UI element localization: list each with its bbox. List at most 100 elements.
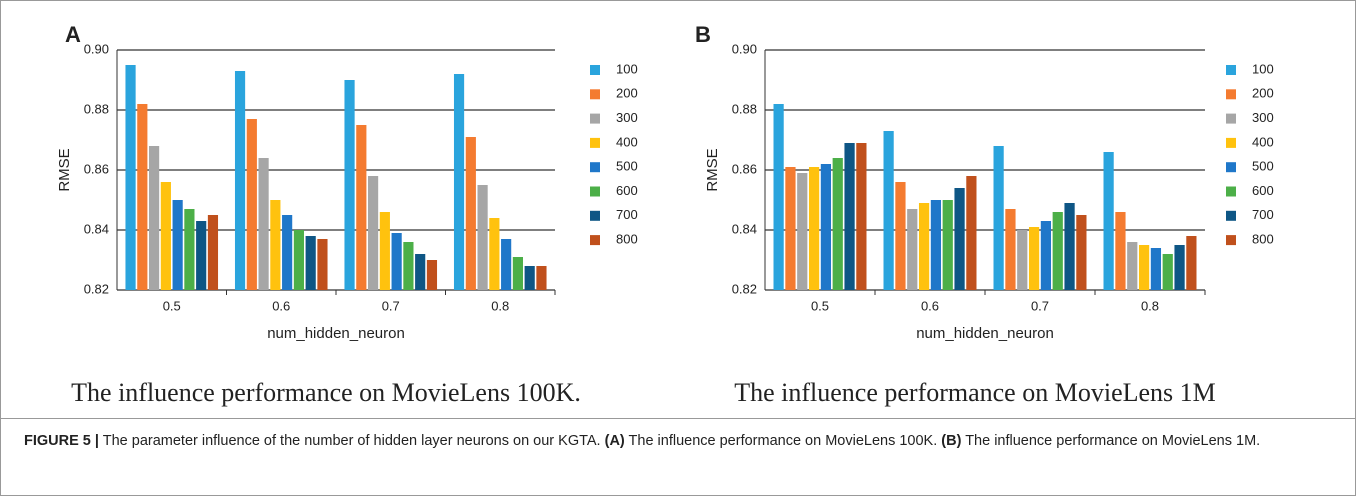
bar	[465, 137, 476, 290]
x-tick-label: 0.7	[382, 298, 400, 313]
bar	[820, 164, 832, 290]
legend-label: 600	[616, 183, 638, 198]
bar	[234, 71, 246, 290]
bar	[1076, 215, 1087, 290]
bar	[907, 209, 918, 290]
legend-swatch	[1226, 65, 1236, 75]
figure-caption: FIGURE 5 | The parameter influence of th…	[24, 430, 1324, 453]
bar	[930, 200, 942, 290]
legend-swatch	[590, 186, 600, 197]
x-tick-label: 0.6	[921, 298, 939, 313]
legend-swatch	[590, 210, 600, 221]
bar	[426, 260, 438, 290]
bar	[489, 218, 500, 290]
bar	[1028, 227, 1040, 290]
x-tick-label: 0.7	[1031, 298, 1049, 313]
bar	[1017, 230, 1028, 290]
bar	[403, 242, 414, 290]
bar	[895, 182, 906, 290]
legend-label: 600	[1252, 183, 1274, 198]
legend-label: 400	[1252, 134, 1274, 149]
bar	[125, 65, 136, 290]
bar	[536, 266, 547, 290]
bar	[501, 239, 512, 290]
bar	[391, 233, 402, 290]
legend-label: 200	[616, 86, 638, 101]
bar	[379, 212, 390, 290]
x-tick-label: 0.5	[163, 298, 181, 313]
bar	[808, 167, 820, 290]
y-tick-label: 0.86	[84, 161, 109, 176]
bar	[477, 185, 488, 290]
bar	[207, 215, 219, 290]
legend-label: 800	[1252, 232, 1274, 247]
legend-swatch	[1226, 210, 1236, 221]
legend-label: 700	[1252, 207, 1274, 222]
bar	[1040, 221, 1052, 290]
bar	[305, 236, 316, 290]
bar	[1186, 236, 1197, 290]
y-tick-label: 0.82	[732, 281, 757, 296]
legend-label: 800	[616, 232, 638, 247]
bar	[344, 80, 355, 290]
legend-swatch	[590, 235, 600, 246]
panel-caption: The influence performance on MovieLens 1…	[734, 378, 1216, 407]
bar	[1138, 245, 1150, 290]
legend-swatch	[590, 89, 600, 100]
legend-swatch	[1226, 89, 1236, 100]
bar	[184, 209, 195, 290]
legend-label: 500	[616, 159, 638, 174]
bar	[196, 221, 207, 290]
bar	[883, 131, 894, 290]
bar	[966, 176, 977, 290]
bar	[258, 158, 269, 290]
bar	[918, 203, 930, 290]
legend-label: 700	[616, 207, 638, 222]
legend-swatch	[590, 65, 600, 75]
x-axis-label: num_hidden_neuron	[267, 325, 405, 342]
bar	[856, 143, 867, 290]
bar	[1174, 245, 1185, 290]
legend-label: 500	[1252, 159, 1274, 174]
bar	[954, 188, 965, 290]
y-tick-label: 0.84	[732, 221, 757, 236]
y-tick-label: 0.84	[84, 221, 109, 236]
caption-segment: (A)	[604, 433, 625, 449]
bar	[797, 173, 808, 290]
panel-caption: The influence performance on MovieLens 1…	[71, 378, 581, 407]
bar	[293, 230, 304, 290]
bar	[1005, 209, 1016, 290]
y-tick-label: 0.88	[732, 101, 757, 116]
y-axis-label: RMSE	[56, 148, 73, 191]
bar	[172, 200, 183, 290]
bar	[512, 257, 523, 290]
bar	[160, 182, 171, 290]
bar	[368, 176, 379, 290]
bar	[137, 104, 148, 290]
y-tick-label: 0.86	[732, 161, 757, 176]
bar	[832, 158, 843, 290]
bar	[1064, 203, 1075, 290]
bar	[785, 167, 796, 290]
legend-swatch	[1226, 186, 1236, 197]
bar	[1052, 212, 1063, 290]
x-axis-label: num_hidden_neuron	[916, 325, 1054, 342]
bar	[282, 215, 293, 290]
bar	[1115, 212, 1126, 290]
legend-swatch	[1226, 113, 1236, 124]
separator	[0, 418, 1356, 419]
y-tick-label: 0.90	[732, 41, 757, 56]
panel-label: B	[695, 22, 711, 47]
legend-label: 100	[1252, 61, 1274, 76]
caption-segment: The influence performance on MovieLens 1…	[624, 433, 942, 449]
bar	[993, 146, 1004, 290]
legend-swatch	[1226, 162, 1236, 173]
caption-segment: FIGURE 5 |	[24, 433, 99, 449]
bar	[317, 239, 328, 290]
y-axis-label: RMSE	[704, 148, 721, 191]
bar	[149, 146, 160, 290]
bar	[1150, 248, 1162, 290]
x-tick-label: 0.8	[1141, 298, 1159, 313]
y-tick-label: 0.88	[84, 101, 109, 116]
legend-swatch	[590, 137, 600, 148]
